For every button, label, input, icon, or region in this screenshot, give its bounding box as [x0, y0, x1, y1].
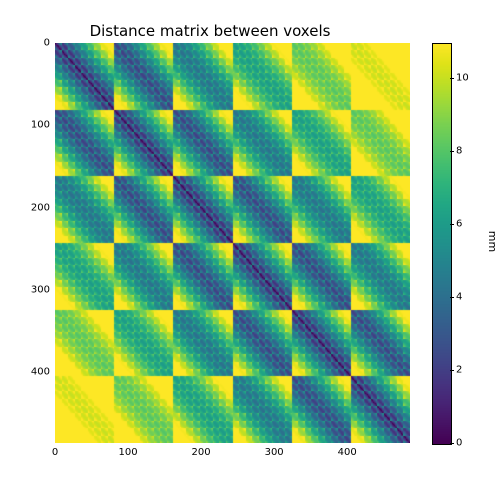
x-tick-label: 0 [52, 447, 58, 458]
y-tick-label: 200 [20, 202, 50, 213]
x-tick-label: 300 [265, 447, 284, 458]
colorbar-tick-label: 4 [450, 292, 462, 303]
colorbar: mm 0246810 [432, 43, 450, 443]
y-tick-label: 100 [20, 120, 50, 131]
colorbar-label: mm [486, 231, 499, 252]
colorbar-tick-label: 8 [450, 146, 462, 157]
heatmap-plot [55, 43, 410, 443]
y-tick-label: 400 [20, 367, 50, 378]
y-tick-label: 0 [20, 38, 50, 49]
y-tick-label: 300 [20, 284, 50, 295]
x-tick-label: 200 [192, 447, 211, 458]
heatmap-canvas [55, 43, 410, 443]
colorbar-tick-label: 10 [450, 73, 469, 84]
x-tick-label: 400 [338, 447, 357, 458]
colorbar-tick-label: 6 [450, 219, 462, 230]
colorbar-tick-label: 0 [450, 438, 462, 449]
colorbar-canvas [432, 43, 452, 445]
colorbar-tick-label: 2 [450, 365, 462, 376]
x-tick-label: 100 [118, 447, 137, 458]
chart-title: Distance matrix between voxels [0, 22, 420, 40]
